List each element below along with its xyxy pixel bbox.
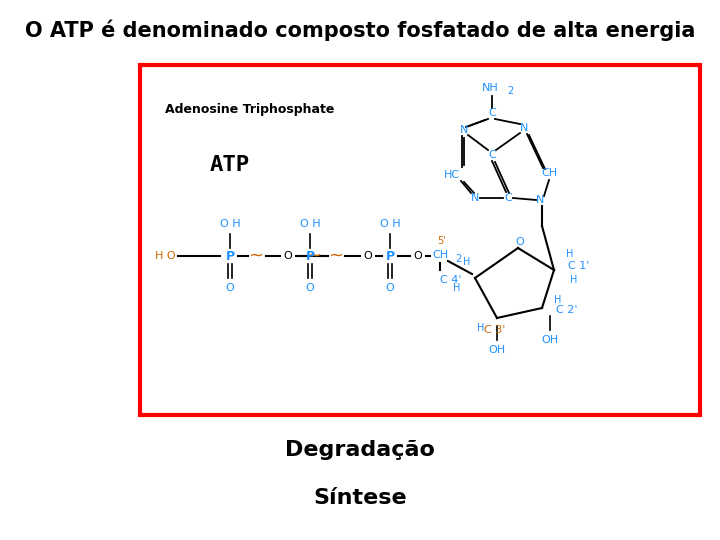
Text: Síntese: Síntese — [313, 488, 407, 508]
Bar — [140, 65, 700, 415]
Text: P: P — [385, 249, 395, 262]
Text: O ATP é denominado composto fosfatado de alta energia: O ATP é denominado composto fosfatado de… — [24, 19, 696, 40]
Text: ATP: ATP — [210, 155, 250, 175]
Text: 2: 2 — [507, 86, 513, 96]
Text: OH: OH — [541, 335, 559, 345]
Text: CH: CH — [541, 168, 557, 178]
Text: O H: O H — [379, 219, 400, 229]
Text: H: H — [567, 249, 574, 259]
Text: 2: 2 — [455, 254, 461, 264]
Text: O H: O H — [300, 219, 320, 229]
Text: C 3': C 3' — [485, 325, 505, 335]
Text: O: O — [225, 283, 235, 293]
Text: 5': 5' — [438, 236, 446, 246]
Text: O: O — [413, 251, 423, 261]
Text: C: C — [504, 193, 512, 203]
Text: Degradação: Degradação — [285, 440, 435, 460]
Text: O: O — [364, 251, 372, 261]
Text: N: N — [520, 123, 528, 133]
Text: O: O — [386, 283, 395, 293]
Text: N: N — [471, 193, 480, 203]
Text: H: H — [463, 257, 471, 267]
Text: H O: H O — [155, 251, 175, 261]
Text: P: P — [305, 249, 315, 262]
Text: C: C — [488, 108, 496, 118]
Text: H: H — [477, 323, 485, 333]
Text: O H: O H — [220, 219, 240, 229]
Text: O: O — [284, 251, 292, 261]
Text: Adenosine Triphosphate: Adenosine Triphosphate — [165, 104, 334, 117]
Text: C 1': C 1' — [568, 261, 590, 271]
Text: H: H — [554, 295, 562, 305]
Text: ~: ~ — [248, 247, 264, 265]
Text: OH: OH — [488, 345, 505, 355]
Text: O: O — [305, 283, 315, 293]
Text: P: P — [225, 249, 235, 262]
Text: HC: HC — [444, 170, 460, 180]
Text: H: H — [570, 275, 577, 285]
Text: N: N — [536, 195, 544, 205]
Text: C 2': C 2' — [556, 305, 577, 315]
Text: ~: ~ — [307, 247, 322, 265]
Text: C: C — [488, 150, 496, 160]
Text: NH: NH — [482, 83, 498, 93]
Text: C 4': C 4' — [439, 275, 461, 285]
Text: CH: CH — [432, 250, 448, 260]
Text: ~: ~ — [328, 247, 343, 265]
Text: H: H — [454, 283, 461, 293]
Text: O: O — [516, 237, 524, 247]
Text: N: N — [460, 125, 468, 135]
